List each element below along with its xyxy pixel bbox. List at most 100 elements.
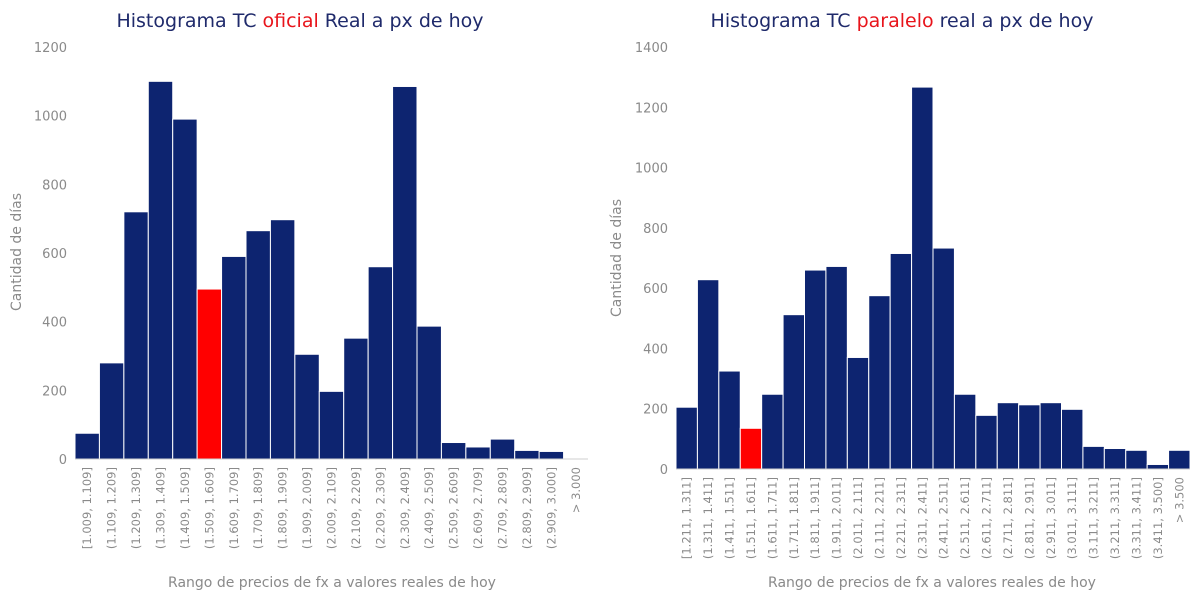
bar-11	[911, 86, 934, 470]
x-tick-label: (1.411, 1.511]	[723, 477, 737, 559]
x-tick-label: (2.211, 2.311]	[894, 477, 908, 559]
y-tick-label: 1400	[635, 41, 668, 56]
x-tick-label: (2.109, 2.209]	[349, 467, 363, 549]
x-tick-label: (1.911, 2.011]	[830, 477, 844, 559]
x-tick-label: (1.809, 1.909]	[276, 467, 290, 549]
x-tick-label: (1.409, 1.509]	[178, 467, 192, 549]
x-tick-label: (3.111, 3.211]	[1087, 477, 1101, 559]
bar-3	[147, 80, 174, 460]
x-tick-label: (2.811, 2.911]	[1022, 477, 1036, 559]
x-tick-label: (1.509, 1.609]	[202, 467, 216, 549]
chart-title: Histograma TC paralelo real a px de hoy	[711, 10, 1094, 32]
bar-18	[1061, 408, 1084, 470]
x-tick-label: (2.209, 2.309]	[373, 467, 387, 549]
x-tick-label: (2.509, 2.609]	[447, 467, 461, 549]
x-tick-label: (3.411, 3.500]	[1151, 477, 1165, 559]
y-tick-label: 1000	[34, 110, 67, 125]
bar-19	[538, 450, 565, 460]
y-axis-label: Cantidad de días	[9, 193, 25, 311]
bar-10	[889, 252, 913, 470]
y-tick-label: 600	[643, 282, 668, 297]
bar-6	[221, 255, 247, 460]
x-tick-label: (1.511, 1.611]	[744, 477, 758, 559]
bar-16	[1018, 404, 1041, 470]
bar-9	[868, 295, 891, 470]
bar-7	[825, 265, 848, 470]
y-axis-label: Cantidad de días	[609, 199, 625, 317]
x-tick-label: (1.109, 1.209]	[105, 467, 119, 549]
bar-2	[718, 370, 741, 470]
x-tick-label: (2.609, 2.709]	[471, 467, 485, 549]
bar-21	[1125, 449, 1148, 470]
y-tick-label: 1200	[635, 101, 668, 116]
bar-1	[696, 279, 720, 470]
x-tick-label: (2.309, 2.409]	[398, 467, 412, 549]
bar-15	[996, 402, 1020, 470]
bar-8	[846, 356, 870, 470]
x-tick-label: (2.511, 2.611]	[958, 477, 972, 559]
x-tick-label: (2.611, 2.711]	[980, 477, 994, 559]
bar-13	[953, 393, 977, 470]
y-tick-label: 400	[42, 316, 67, 331]
bar-6	[804, 269, 827, 470]
x-axis-label: Rango de precios de fx a valores reales …	[768, 575, 1096, 591]
bar-3	[739, 427, 763, 470]
x-tick-label: (2.711, 2.811]	[1001, 477, 1015, 559]
x-tick-label: (1.311, 1.411]	[701, 477, 715, 559]
bar-2	[123, 211, 149, 460]
bar-19	[1082, 445, 1105, 470]
y-tick-label: 400	[643, 342, 668, 357]
x-tick-label: (1.309, 1.409]	[154, 467, 168, 549]
x-tick-label: (2.011, 2.111]	[851, 477, 865, 559]
x-tick-label: > 3.500	[1172, 477, 1186, 523]
y-tick-label: 600	[42, 247, 67, 262]
bar-5	[196, 288, 223, 460]
x-tick-label: (1.811, 1.911]	[808, 477, 822, 559]
bar-15	[440, 442, 467, 460]
bar-11	[343, 337, 369, 460]
y-tick-label: 0	[59, 453, 67, 468]
x-tick-label: (2.009, 2.109]	[325, 467, 339, 549]
chart-title: Histograma TC oficial Real a px de hoy	[116, 10, 483, 32]
x-tick-label: [1.211, 1.311]	[680, 477, 694, 559]
bar-7	[245, 230, 271, 460]
y-tick-label: 1000	[635, 162, 668, 177]
bar-1	[98, 362, 125, 460]
x-tick-label: (1.711, 1.811]	[787, 477, 801, 559]
bar-12	[367, 266, 394, 460]
x-tick-label: (2.409, 2.509]	[422, 467, 436, 549]
x-tick-label: (3.011, 3.111]	[1065, 477, 1079, 559]
bar-14	[416, 325, 442, 460]
bar-4	[761, 393, 784, 470]
bar-12	[932, 247, 955, 470]
bar-17	[1039, 402, 1062, 470]
y-tick-label: 1200	[34, 41, 67, 56]
y-tick-label: 200	[643, 403, 668, 418]
y-tick-label: 200	[42, 384, 67, 399]
x-tick-label: (2.311, 2.411]	[915, 477, 929, 559]
x-tick-label: (1.611, 1.711]	[765, 477, 779, 559]
bar-22	[1146, 463, 1170, 470]
bar-0	[74, 432, 100, 460]
x-tick-label: [1.009, 1.109]	[80, 467, 94, 549]
x-tick-label: (2.111, 2.211]	[873, 477, 887, 559]
x-tick-label: > 3.000	[569, 467, 583, 513]
x-tick-label: (1.609, 1.709]	[227, 467, 241, 549]
paralelo-histogram: Histograma TC paralelo real a px de hoy …	[609, 10, 1191, 591]
y-tick-label: 800	[42, 178, 67, 193]
x-tick-label: (1.209, 1.309]	[129, 467, 143, 549]
bar-14	[975, 414, 998, 470]
x-tick-label: (3.211, 3.311]	[1108, 477, 1122, 559]
bar-17	[489, 438, 516, 460]
bar-13	[392, 85, 418, 460]
x-axis-label: Rango de precios de fx a valores reales …	[168, 575, 496, 591]
x-tick-label: (2.709, 2.809]	[496, 467, 510, 549]
oficial-histogram: Histograma TC oficial Real a px de hoy C…	[9, 10, 588, 591]
bar-16	[465, 446, 491, 460]
bar-8	[269, 219, 296, 460]
x-tick-label: (1.909, 2.009]	[300, 467, 314, 549]
bar-18	[514, 449, 540, 460]
bar-20	[1103, 448, 1127, 470]
x-tick-label: (1.709, 1.809]	[251, 467, 265, 549]
